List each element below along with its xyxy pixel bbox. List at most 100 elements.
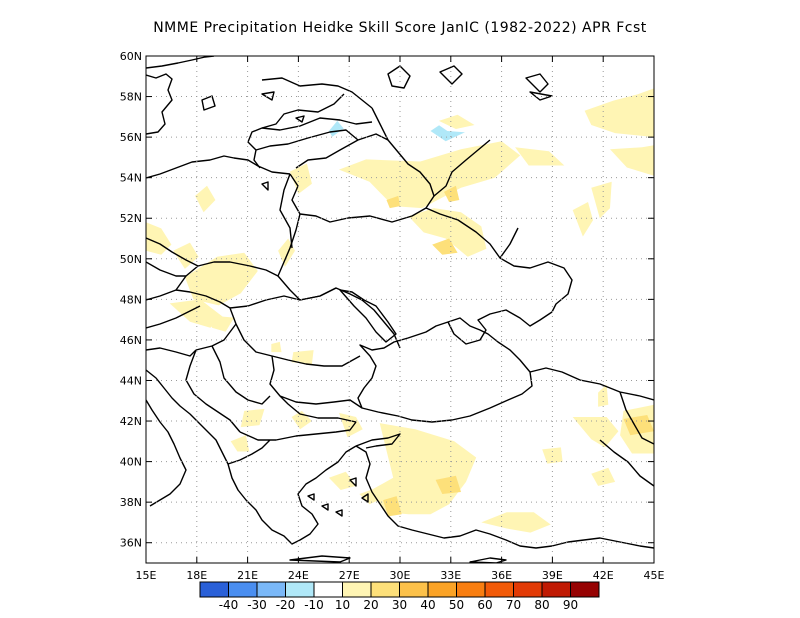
skill-region-28 (289, 163, 312, 194)
y-tick-label: 50N (120, 253, 142, 266)
skill-region-52 (435, 475, 461, 494)
colorbar-label: 80 (534, 598, 549, 612)
skill-region-49 (386, 195, 400, 209)
colorbar-swatch (285, 581, 315, 598)
skill-region-42 (572, 417, 619, 448)
colorbar-swatch (313, 581, 343, 598)
border-hungary-slovakia (146, 261, 279, 329)
y-tick-label: 56N (120, 131, 142, 144)
colorbar-swatch (541, 581, 571, 598)
border-bulgaria (269, 355, 363, 423)
axis-ticks (145, 55, 655, 563)
colorbar-label: 40 (420, 598, 435, 612)
colorbar-swatch (570, 581, 600, 598)
border-austria-slovenia (146, 347, 197, 357)
x-tick-label: 15E (136, 569, 157, 582)
colorbar-label: 70 (506, 598, 521, 612)
colorbar-swatch (427, 581, 457, 598)
x-tick-label: 39E (542, 569, 563, 582)
skill-region-39 (328, 471, 356, 490)
coastline-lakes (387, 65, 553, 101)
x-tick-label: 18E (186, 569, 207, 582)
coastline-caucasus (529, 367, 654, 401)
skill-region-46 (542, 447, 563, 464)
y-tick-label: 52N (120, 212, 142, 225)
colorbar-swatch (342, 581, 372, 598)
coastline-sea-of-marmara (355, 433, 401, 449)
colorbar-swatch (228, 581, 258, 598)
skill-region-32 (591, 181, 612, 219)
longitude-tick-labels: 15E 18E 21E 24E 27E 30E 33E 36E 39E 42E 45E (136, 569, 665, 582)
x-tick-label: 45E (644, 569, 665, 582)
border-moldova (339, 289, 397, 343)
skill-region-16 (635, 526, 654, 545)
coastline-poland (146, 155, 291, 179)
skill-region-33 (240, 408, 265, 428)
y-tick-label: 36N (120, 537, 142, 550)
colorbar-swatch (370, 581, 400, 598)
colorbar-swatch (484, 581, 514, 598)
coastlines-and-borders (146, 56, 654, 563)
x-tick-label: 27E (339, 569, 360, 582)
skill-region-24 (184, 252, 258, 306)
coastline-black-sea (357, 317, 533, 423)
y-tick-label: 60N (120, 50, 142, 63)
skill-region-34 (230, 435, 250, 452)
border-poland-czech (146, 237, 199, 277)
skill-region-18 (515, 147, 565, 166)
colorbar-label: -40 (219, 598, 239, 612)
coastline-islands (201, 91, 305, 191)
skill-region-25 (169, 299, 224, 328)
skill-region-35 (291, 410, 312, 430)
coastline-adriatic (146, 369, 229, 465)
coastline-turkey (355, 445, 654, 549)
colorbar-swatch (456, 581, 486, 598)
y-tick-label: 54N (120, 172, 142, 185)
y-tick-label: 40N (120, 456, 142, 469)
coastline-crimea-azov (447, 309, 553, 345)
skill-region-31 (438, 114, 475, 129)
coastline-greece (227, 445, 357, 545)
colorbar-label: 30 (392, 598, 407, 612)
y-tick-label: 42N (120, 415, 142, 428)
colorbar-label: 50 (449, 598, 464, 612)
colorbar-label: -10 (304, 598, 324, 612)
skill-region-21 (572, 202, 593, 237)
skill-region-27 (195, 185, 216, 213)
coastline-baltic-east (247, 77, 373, 169)
skill-region-47 (291, 350, 314, 365)
border-poland-east (279, 173, 293, 249)
x-tick-label: 30E (390, 569, 411, 582)
skill-region-10 (315, 248, 443, 338)
colorbar-label: 60 (477, 598, 492, 612)
skill-region-38 (481, 512, 551, 533)
skill-region-43 (598, 384, 609, 407)
skill-region-17 (339, 141, 521, 209)
skill-region-12 (516, 260, 536, 300)
colorbar-swatch (399, 581, 429, 598)
skill-region-36 (271, 341, 282, 353)
skill-region-20 (610, 145, 654, 176)
y-tick-label: 44N (120, 374, 142, 387)
skill-region-5 (332, 72, 377, 107)
colorbar-label: 20 (363, 598, 378, 612)
x-tick-label: 24E (288, 569, 309, 582)
y-tick-label: 46N (120, 334, 142, 347)
colorbar-label: -20 (276, 598, 296, 612)
y-tick-label: 48N (120, 293, 142, 306)
latitude-tick-labels: 36N 38N 40N 42N 44N 46N 48N 50N 52N 54N 56N 58N 60N (120, 50, 142, 550)
x-tick-label: 21E (237, 569, 258, 582)
border-serbia-balkans (185, 323, 271, 433)
colorbar-label: 90 (563, 598, 578, 612)
border-turkey-east (599, 391, 654, 487)
border-russia-west (371, 107, 519, 259)
skill-region-6 (425, 90, 470, 109)
skill-region-51 (383, 496, 402, 517)
colorbar-label: -30 (247, 598, 267, 612)
skill-region-9 (542, 64, 571, 79)
skill-score-regions (146, 64, 654, 545)
skill-region-48 (444, 185, 460, 202)
colorbar-swatch (256, 581, 286, 598)
skill-region-26 (212, 315, 235, 332)
skill-region-30 (408, 208, 487, 257)
